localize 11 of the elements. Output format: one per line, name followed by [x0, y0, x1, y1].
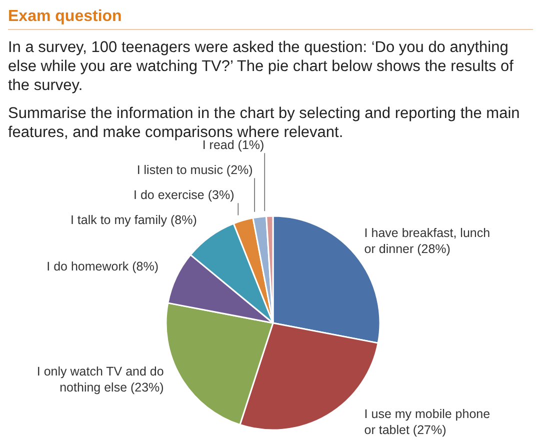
- chart-subtitle: In a survey, 100 teenagers were asked the question: ‘Do you do anything else while you are watching TV?’ The pie chart below shows the results of the survey.: [8, 38, 514, 95]
- slice-label: I read (1%): [202, 138, 264, 152]
- slice-label: I only watch TV and do nothing else (23%): [36, 364, 164, 395]
- slice-label: I talk to my family (8%): [70, 213, 197, 228]
- chart-title: Exam question: [8, 8, 533, 30]
- text: Summarise the information in the chart by selecting and reporting the main features, and make comparisons where relevant.: [8, 104, 521, 141]
- slice-label: I do homework (8%): [46, 259, 159, 274]
- slice-label: I have breakfast, lunch or dinner (28%): [364, 226, 490, 256]
- slice-label: I do exercise (3%): [134, 188, 234, 202]
- slice-label: I listen to music (2%): [136, 163, 253, 178]
- slice-label: I use my mobile phone or tablet (27%): [364, 407, 490, 438]
